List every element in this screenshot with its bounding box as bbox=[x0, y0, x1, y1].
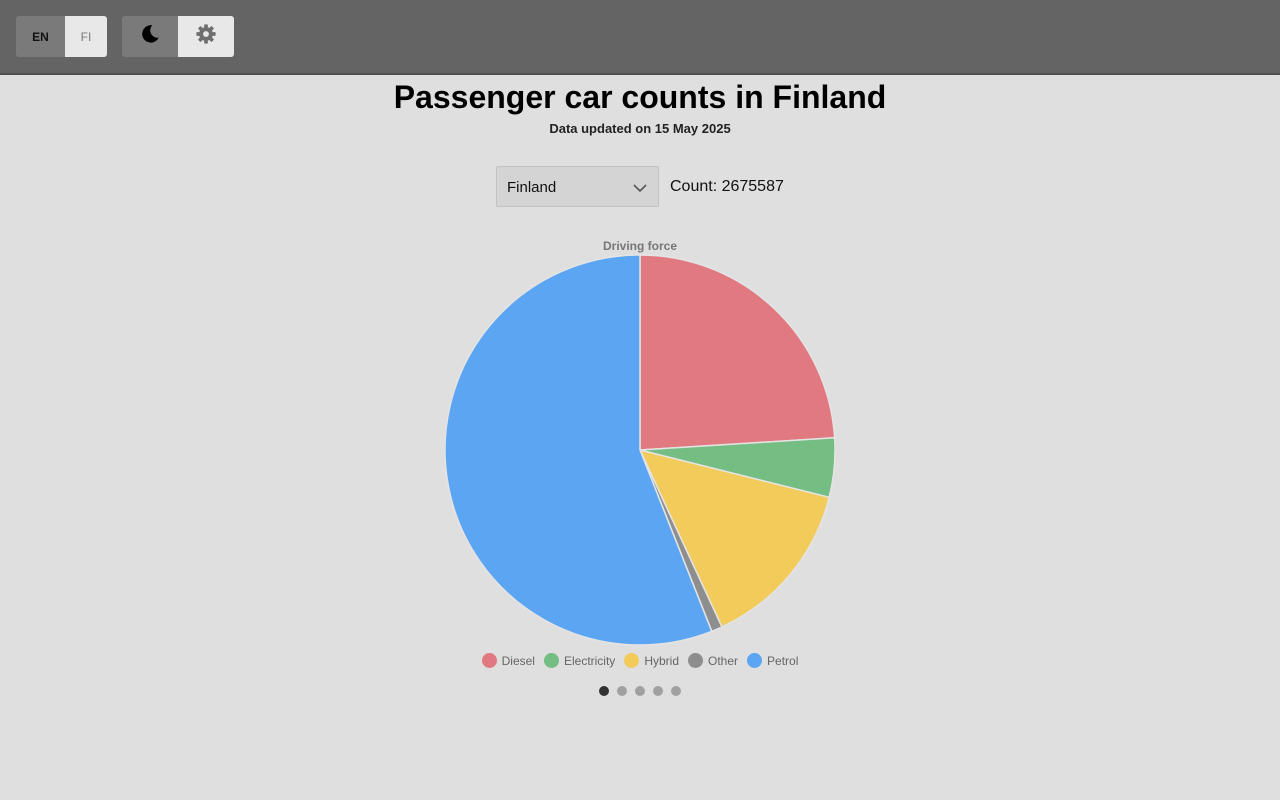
pager-dot[interactable] bbox=[653, 686, 663, 696]
moon-icon bbox=[139, 23, 161, 50]
region-select[interactable]: Finland bbox=[496, 166, 659, 207]
legend-label: Petrol bbox=[767, 653, 799, 668]
legend-swatch bbox=[481, 653, 497, 668]
pie-slice-petrol[interactable] bbox=[444, 254, 713, 646]
legend-swatch bbox=[543, 653, 559, 668]
legend-swatch bbox=[747, 653, 763, 668]
count-text: Count: 2675587 bbox=[670, 178, 784, 195]
pie-slice-hybrid[interactable] bbox=[638, 448, 831, 628]
pager-dot[interactable] bbox=[671, 686, 681, 696]
legend-label: Diesel bbox=[501, 653, 535, 668]
legend-label: Hybrid bbox=[644, 653, 679, 668]
top-bar: EN FI bbox=[0, 0, 1280, 75]
chart-title: Driving force bbox=[603, 239, 677, 253]
legend-label: Electricity bbox=[563, 653, 616, 668]
pager-dot[interactable] bbox=[599, 686, 609, 696]
gear-icon bbox=[195, 23, 217, 50]
data-updated-text: Data updated on 15 May 2025 bbox=[549, 121, 731, 136]
pager-dot[interactable] bbox=[635, 686, 645, 696]
legend-swatch bbox=[688, 653, 703, 668]
chevron-down-icon bbox=[632, 181, 648, 199]
pie-chart: Driving force bbox=[444, 239, 836, 646]
dark-mode-button[interactable] bbox=[122, 16, 178, 57]
theme-switcher bbox=[122, 16, 234, 57]
legend-label: Other bbox=[708, 653, 739, 668]
legend-item-diesel[interactable]: Diesel bbox=[481, 653, 535, 668]
legend-swatch bbox=[624, 653, 640, 668]
pie-slice-diesel[interactable] bbox=[639, 254, 836, 451]
language-switcher: EN FI bbox=[16, 16, 107, 57]
chart-legend: Diesel Electricity Hybrid Other Petrol bbox=[0, 653, 1280, 668]
legend-item-hybrid[interactable]: Hybrid bbox=[624, 653, 679, 668]
settings-button[interactable] bbox=[178, 16, 234, 57]
page-title: Passenger car counts in Finland bbox=[393, 79, 887, 115]
legend-item-electricity[interactable]: Electricity bbox=[543, 653, 616, 668]
legend-item-petrol[interactable]: Petrol bbox=[747, 653, 798, 668]
chart-pager bbox=[0, 686, 1280, 696]
region-select-value: Finland bbox=[507, 179, 557, 196]
pager-dot[interactable] bbox=[617, 686, 627, 696]
legend-item-other[interactable]: Other bbox=[688, 653, 738, 668]
language-fi-button[interactable]: FI bbox=[65, 16, 107, 57]
language-en-button[interactable]: EN bbox=[16, 16, 65, 57]
